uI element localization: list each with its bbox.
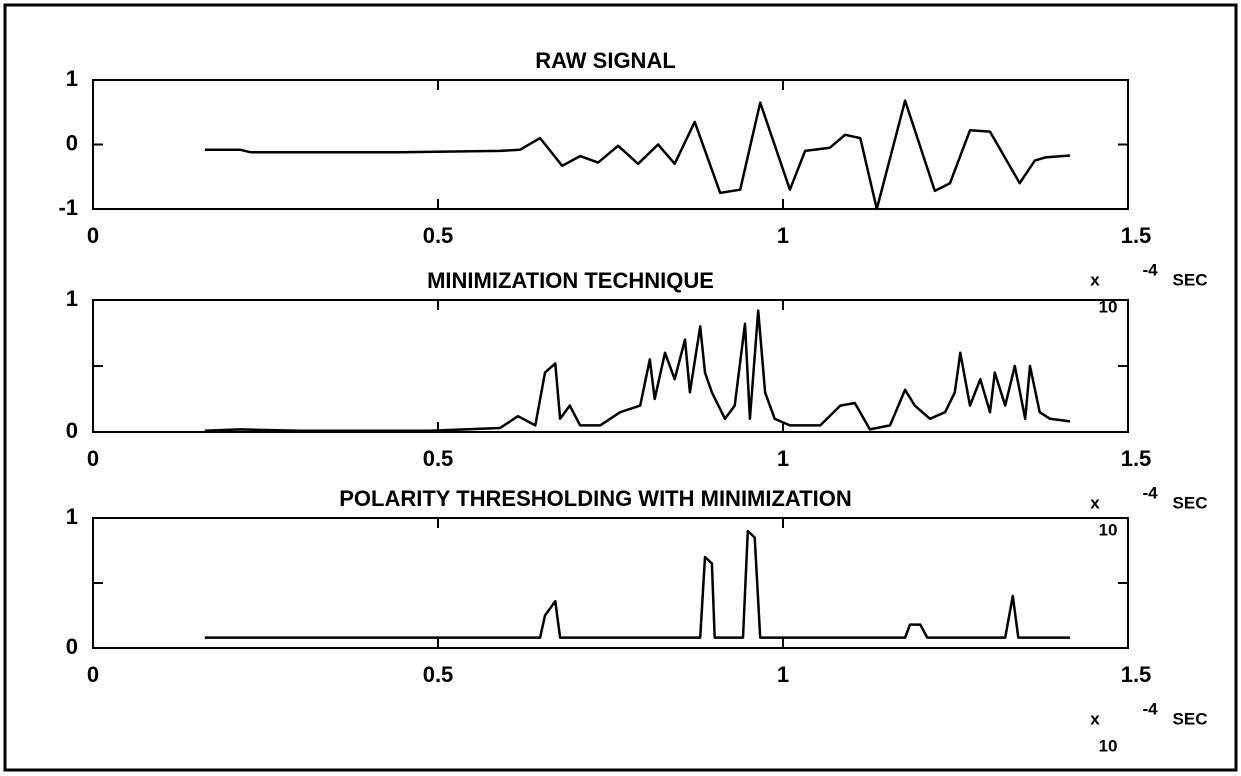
y-tick-label: 0 bbox=[66, 130, 78, 155]
x-base: 10 bbox=[1099, 297, 1118, 316]
signal-line bbox=[204, 309, 1071, 432]
y-tick-label: 1 bbox=[66, 66, 78, 91]
x-multiplier: x bbox=[1090, 270, 1100, 289]
x-tick-label: 0 bbox=[87, 662, 99, 687]
x-tick-label: 1 bbox=[777, 662, 789, 687]
x-base: 10 bbox=[1099, 736, 1118, 755]
x-tick-label: 0 bbox=[87, 446, 99, 471]
x-unit: SEC bbox=[1173, 493, 1208, 512]
x-exponent: -4 bbox=[1142, 260, 1158, 279]
signal-line bbox=[204, 529, 1070, 639]
x-tick-label: 0 bbox=[87, 223, 99, 248]
y-tick-label: 0 bbox=[66, 634, 78, 659]
x-tick-label: 1.5 bbox=[1121, 223, 1152, 248]
axes-box bbox=[92, 299, 1129, 433]
frame bbox=[3, 3, 1238, 772]
x-exponent: -4 bbox=[1142, 483, 1158, 502]
x-tick-label: 0.5 bbox=[423, 662, 454, 687]
signal-line bbox=[204, 99, 1071, 211]
x-tick-label: 1.5 bbox=[1121, 662, 1152, 687]
subplot-title: RAW SIGNAL bbox=[535, 48, 676, 73]
x-tick-label: 0.5 bbox=[423, 223, 454, 248]
x-tick-label: 1 bbox=[777, 446, 789, 471]
axes-box bbox=[92, 517, 1129, 649]
x-unit: SEC bbox=[1173, 709, 1208, 728]
y-tick-label: 0 bbox=[66, 418, 78, 443]
subplot-title: MINIMIZATION TECHNIQUE bbox=[427, 268, 714, 293]
x-tick-label: 0.5 bbox=[423, 446, 454, 471]
subplot-title: POLARITY THRESHOLDING WITH MINIMIZATION bbox=[339, 486, 852, 511]
y-tick-label: -1 bbox=[58, 195, 78, 220]
x-unit: SEC bbox=[1173, 270, 1208, 289]
axes-box bbox=[92, 79, 1129, 210]
x-exponent: -4 bbox=[1142, 699, 1158, 718]
x-multiplier: x bbox=[1090, 493, 1100, 512]
x-multiplier: x bbox=[1090, 709, 1100, 728]
x-tick-label: 1 bbox=[777, 223, 789, 248]
x-tick-label: 1.5 bbox=[1121, 446, 1152, 471]
y-tick-label: 1 bbox=[66, 504, 78, 529]
x-base: 10 bbox=[1099, 520, 1118, 539]
y-tick-label: 1 bbox=[66, 286, 78, 311]
